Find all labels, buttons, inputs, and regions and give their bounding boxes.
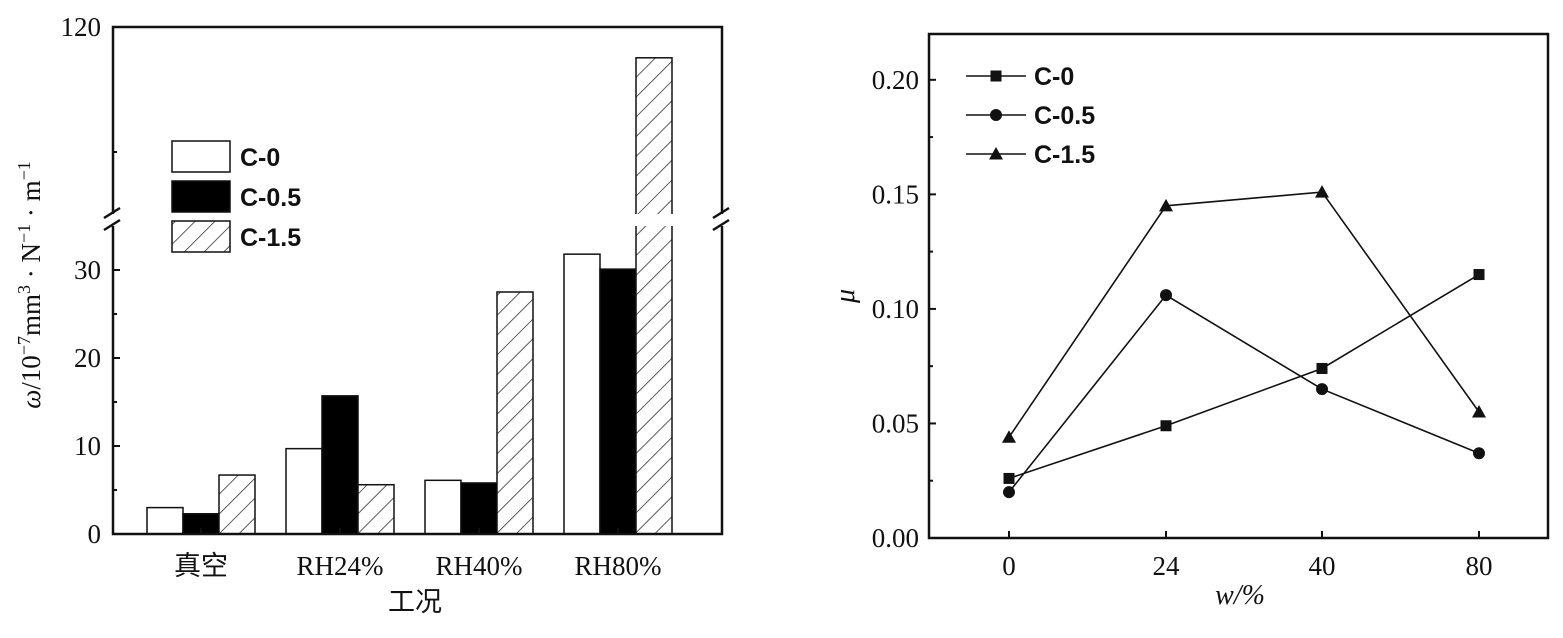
bar-y-label-unit-a: /10 — [16, 355, 46, 390]
axis-break-slash — [712, 206, 730, 220]
line-x-tick-label: 0 — [1002, 551, 1016, 581]
point-c-1.5-2 — [1315, 185, 1329, 198]
legend-label-c-0: C-0 — [240, 144, 280, 172]
bar-category-label: RH24% — [297, 551, 384, 581]
bar-y-label-unit-d: · m — [16, 180, 46, 224]
point-c-1.5-3 — [1472, 405, 1486, 418]
legend-marker-c-0 — [990, 70, 1002, 82]
bar-c-0-0 — [146, 506, 184, 535]
bar-c-1.5-0 — [218, 474, 256, 535]
bar-y-ticks: 0 10 20 30 120 — [61, 12, 619, 549]
bar-c-0.5-2 — [460, 482, 498, 535]
bar-y-tick-label: 10 — [74, 431, 101, 461]
point-c-0.5-2 — [1316, 383, 1328, 396]
legend-label-c-0.5: C-0.5 — [240, 184, 301, 212]
bar-y-label-unit-b: mm — [16, 294, 46, 336]
point-c-1.5-1 — [1159, 198, 1173, 212]
bar-y-label-sup-a: −7 — [14, 336, 34, 355]
line-y-tick-label: 0.10 — [872, 294, 919, 324]
series-line-c-0.5 — [1008, 294, 1480, 493]
point-c-0-1 — [1160, 420, 1172, 432]
line-x-tick-label: 24 — [1153, 551, 1181, 581]
line-y-axis-label: μ — [830, 289, 861, 304]
bar-c-0.5-1 — [321, 395, 359, 535]
bar-c-1.5-1 — [357, 483, 395, 535]
point-c-0-3 — [1473, 269, 1485, 281]
bar-y-tick-label: 30 — [74, 255, 101, 285]
bar-x-axis-label: 工况 — [388, 587, 442, 617]
line-x-axis-label: w/% — [1215, 580, 1265, 611]
bar-chart: 0 10 20 30 120 真空 RH24% RH40% RH80% C-0 C-0.5 C-1… — [14, 12, 732, 617]
line-y-tick-label: 0.05 — [872, 408, 919, 438]
point-c-0.5-1 — [1160, 289, 1172, 302]
axis-break-gap — [103, 214, 732, 226]
series-line-c-1.5 — [1008, 191, 1480, 438]
axis-break-slash — [103, 206, 121, 220]
bar-y-axis-label: ω/10−7mm3 · N−1 · m−1 — [14, 161, 46, 409]
bar-y-label-omega: ω — [16, 390, 46, 409]
line-chart: 0.00 0.05 0.10 0.15 0.20 0 24 40 80 C-0 C-0.5 C-1… — [830, 32, 1550, 611]
bar-category-label: RH40% — [436, 551, 523, 581]
line-legend: C-0 C-0.5 C-1.5 — [966, 63, 1095, 169]
bar-y-label-sup-b: 3 — [14, 285, 34, 294]
axis-break-slash — [712, 218, 730, 232]
point-c-1.5-0 — [1002, 430, 1016, 443]
bar-category-label: RH80% — [575, 551, 662, 581]
legend-swatch-c-0 — [171, 140, 231, 173]
bar-y-label-sup-c: −1 — [14, 224, 34, 243]
bar-series-group — [146, 57, 673, 535]
line-y-tick-label: 0.20 — [872, 65, 919, 95]
bar-c-0-2 — [424, 479, 462, 535]
bar-category-label: 真空 — [174, 551, 228, 581]
bar-c-1.5-3 — [635, 57, 673, 535]
legend-swatch-c-1.5 — [171, 220, 231, 253]
axis-break-slash — [103, 218, 121, 232]
legend-label-c-0.5: C-0.5 — [1034, 102, 1095, 130]
bar-c-0-3 — [563, 253, 601, 535]
line-x-tick-label: 40 — [1309, 551, 1336, 581]
line-x-tick-label: 80 — [1466, 551, 1493, 581]
legend-marker-c-1.5 — [989, 147, 1003, 160]
line-y-ticks: 0.00 0.05 0.10 0.15 0.20 — [872, 65, 936, 553]
bar-y-tick-label: 120 — [61, 12, 102, 42]
bar-y-tick-label: 20 — [74, 343, 101, 373]
bar-c-0.5-3 — [599, 268, 637, 535]
legend-label-c-1.5: C-1.5 — [1034, 141, 1095, 169]
series-line-c-0 — [1008, 273, 1480, 480]
bar-c-0-1 — [285, 447, 323, 535]
bar-y-label-sup-d: −1 — [14, 161, 34, 180]
line-x-ticks: 0 24 40 80 — [1002, 531, 1493, 581]
point-c-0-2 — [1316, 362, 1328, 374]
legend-swatch-c-0.5 — [171, 180, 231, 213]
bar-legend: C-0 C-0.5 C-1.5 — [171, 140, 301, 253]
legend-label-c-0: C-0 — [1034, 63, 1074, 91]
bar-c-1.5-2 — [496, 291, 534, 535]
bar-x-ticks: 真空 RH24% RH40% RH80% — [174, 551, 662, 581]
axis-break-marks — [103, 206, 732, 232]
bar-plot-frame — [111, 25, 724, 536]
point-c-0.5-0 — [1003, 486, 1015, 499]
bar-y-tick-label: 0 — [88, 519, 102, 549]
line-y-tick-label: 0.00 — [872, 523, 919, 553]
bar-y-label-unit-c: · N — [16, 243, 46, 285]
line-plot-frame — [927, 32, 1550, 540]
line-y-tick-label: 0.15 — [872, 179, 919, 209]
point-c-0-0 — [1003, 472, 1015, 484]
legend-label-c-1.5: C-1.5 — [240, 224, 301, 252]
legend-marker-c-0.5 — [990, 109, 1002, 121]
line-series-group — [1002, 185, 1486, 499]
point-c-0.5-3 — [1473, 447, 1485, 460]
